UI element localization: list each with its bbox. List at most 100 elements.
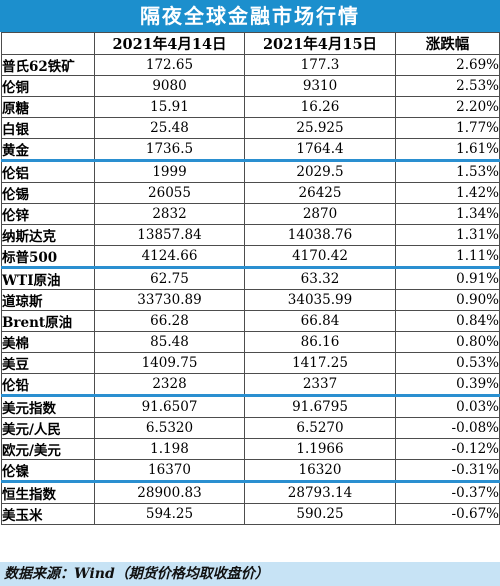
row-name: 伦镍 — [1, 459, 95, 483]
row-change: -0.08% — [395, 417, 500, 439]
table-row: 黄金 1736.5 1764.4 1.61% — [1, 138, 500, 162]
row-price-1: 1736.5 — [94, 138, 245, 162]
table-row: 伦锡 26055 26425 1.42% — [1, 182, 500, 204]
table-row: 伦锌 2832 2870 1.34% — [1, 203, 500, 225]
header-date-1: 2021年4月14日 — [94, 32, 245, 55]
row-price-2: 1417.25 — [244, 352, 396, 374]
table-row: 白银 25.48 25.925 1.77% — [1, 117, 500, 139]
row-change: 1.61% — [395, 138, 500, 162]
row-name: 黄金 — [1, 138, 95, 162]
row-change: 2.69% — [395, 54, 500, 76]
row-price-1: 26055 — [94, 182, 245, 204]
row-price-1: 28900.83 — [94, 481, 245, 504]
row-change: 0.90% — [395, 289, 500, 311]
market-table: 2021年4月14日 2021年4月15日 涨跌幅 普氏62铁矿 172.65 17… — [1, 32, 500, 525]
row-change: 1.77% — [395, 117, 500, 139]
table-title: 隔夜全球金融市场行情 — [0, 0, 500, 32]
row-name: 标普500 — [1, 245, 95, 269]
row-price-2: 177.3 — [244, 54, 396, 76]
row-name: 原糖 — [1, 96, 95, 118]
row-change: -0.12% — [395, 438, 500, 460]
row-price-2: 16.26 — [244, 96, 396, 118]
table-row: Brent原油 66.28 66.84 0.84% — [1, 310, 500, 332]
row-price-2: 86.16 — [244, 331, 396, 353]
table-row: 纳斯达克 13857.84 14038.76 1.31% — [1, 224, 500, 246]
row-price-1: 16370 — [94, 459, 245, 483]
row-change: 2.53% — [395, 75, 500, 97]
row-price-1: 25.48 — [94, 117, 245, 139]
row-change: 0.39% — [395, 373, 500, 397]
row-price-2: 4170.42 — [244, 245, 396, 269]
table-row: WTI原油 62.75 63.32 0.91% — [1, 267, 500, 290]
table-row: 普氏62铁矿 172.65 177.3 2.69% — [1, 54, 500, 76]
row-price-2: 9310 — [244, 75, 396, 97]
row-name: 白银 — [1, 117, 95, 139]
row-change: 0.84% — [395, 310, 500, 332]
row-price-2: 25.925 — [244, 117, 396, 139]
row-name: 纳斯达克 — [1, 224, 95, 246]
row-change: 0.80% — [395, 331, 500, 353]
row-name: 普氏62铁矿 — [1, 54, 95, 76]
row-name: 美元指数 — [1, 395, 95, 418]
row-price-2: 590.25 — [244, 503, 396, 525]
table-row: 道琼斯 33730.89 34035.99 0.90% — [1, 289, 500, 311]
row-price-2: 2337 — [244, 373, 396, 397]
row-price-2: 2029.5 — [244, 160, 396, 183]
row-price-1: 594.25 — [94, 503, 245, 525]
row-name: 美玉米 — [1, 503, 95, 525]
row-price-2: 26425 — [244, 182, 396, 204]
row-change: 1.34% — [395, 203, 500, 225]
row-price-1: 6.5320 — [94, 417, 245, 439]
table-body: 普氏62铁矿 172.65 177.3 2.69% 伦铜 9080 9310 2.53% 原糖 1… — [1, 54, 500, 525]
row-name: 伦锡 — [1, 182, 95, 204]
row-price-1: 15.91 — [94, 96, 245, 118]
table-row: 美元/人民 6.5320 6.5270 -0.08% — [1, 417, 500, 439]
row-price-2: 63.32 — [244, 267, 396, 290]
row-price-1: 172.65 — [94, 54, 245, 76]
table-row: 伦铜 9080 9310 2.53% — [1, 75, 500, 97]
row-price-1: 2832 — [94, 203, 245, 225]
table-row: 欧元/美元 1.198 1.1966 -0.12% — [1, 438, 500, 460]
row-price-1: 66.28 — [94, 310, 245, 332]
row-price-1: 91.6507 — [94, 395, 245, 418]
row-price-2: 14038.76 — [244, 224, 396, 246]
row-price-2: 66.84 — [244, 310, 396, 332]
row-price-1: 62.75 — [94, 267, 245, 290]
row-change: 0.53% — [395, 352, 500, 374]
row-name: 道琼斯 — [1, 289, 95, 311]
row-price-1: 9080 — [94, 75, 245, 97]
table-row: 伦铝 1999 2029.5 1.53% — [1, 160, 500, 183]
row-name: 伦铜 — [1, 75, 95, 97]
row-price-1: 33730.89 — [94, 289, 245, 311]
row-name: 美元/人民 — [1, 417, 95, 439]
table-row: 恒生指数 28900.83 28793.14 -0.37% — [1, 481, 500, 504]
table-row: 伦镍 16370 16320 -0.31% — [1, 459, 500, 483]
table-row: 标普500 4124.66 4170.42 1.11% — [1, 245, 500, 269]
table-row: 原糖 15.91 16.26 2.20% — [1, 96, 500, 118]
row-change: 0.91% — [395, 267, 500, 290]
header-change: 涨跌幅 — [395, 32, 500, 55]
row-name: WTI原油 — [1, 267, 95, 290]
row-price-1: 85.48 — [94, 331, 245, 353]
row-price-2: 28793.14 — [244, 481, 396, 504]
row-price-2: 2870 — [244, 203, 396, 225]
table-row: 伦铅 2328 2337 0.39% — [1, 373, 500, 397]
row-price-2: 1.1966 — [244, 438, 396, 460]
row-name: 美豆 — [1, 352, 95, 374]
table-row: 美棉 85.48 86.16 0.80% — [1, 331, 500, 353]
table-row: 美玉米 594.25 590.25 -0.67% — [1, 503, 500, 525]
source-note: 数据来源：Wind（期货价格均取收盘价） — [0, 562, 500, 586]
row-price-1: 1.198 — [94, 438, 245, 460]
row-change: 2.20% — [395, 96, 500, 118]
row-name: 伦铅 — [1, 373, 95, 397]
row-change: -0.67% — [395, 503, 500, 525]
row-change: 1.31% — [395, 224, 500, 246]
row-price-1: 13857.84 — [94, 224, 245, 246]
row-change: 0.03% — [395, 395, 500, 418]
row-price-2: 91.6795 — [244, 395, 396, 418]
row-change: -0.31% — [395, 459, 500, 483]
row-price-1: 2328 — [94, 373, 245, 397]
row-price-1: 1409.75 — [94, 352, 245, 374]
row-change: 1.11% — [395, 245, 500, 269]
header-date-2: 2021年4月15日 — [244, 32, 396, 55]
